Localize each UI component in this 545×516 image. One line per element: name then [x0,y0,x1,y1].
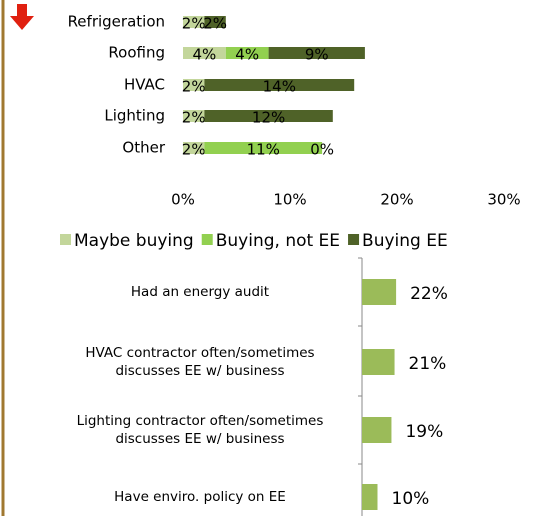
bar-segment [183,79,205,91]
bar-segment [225,47,269,59]
legend-swatch [201,234,213,245]
bar-segment [204,79,355,91]
bar-segment [183,110,205,122]
bar [362,279,397,305]
legend-label: Buying, not EE [216,231,340,251]
data-label: 11% [247,141,280,159]
down-arrow-icon [10,4,34,30]
y-tick-label: Roofing [108,44,165,62]
bar-segment [183,16,205,28]
y-tick-label: Other [122,139,165,157]
y-tick-label: Lighting contractor often/sometimes disc… [76,413,324,447]
data-label: 4% [193,46,217,64]
x-tick-label: 20% [380,191,413,209]
data-label: 2% [203,15,227,33]
data-label: 21% [409,354,447,374]
x-tick-label: 30% [487,191,520,209]
legend-label: Maybe buying [74,231,194,251]
y-tick-label: Refrigeration [68,13,165,31]
data-label: 2% [182,78,206,96]
legend-label: Buying EE [362,231,448,251]
data-label: 12% [252,109,285,127]
y-tick-label: Lighting [104,107,165,125]
bar [362,417,392,443]
data-label: 2% [182,141,206,159]
y-tick-label: Had an energy audit [130,284,270,300]
bar-segment [183,47,226,59]
x-tick-label: 0% [171,191,195,209]
y-tick-label: HVAC contractor often/sometimes discusse… [85,345,315,379]
legend-swatch [348,234,360,245]
data-label: 2% [182,15,206,33]
y-tick-label: Have enviro. policy on EE [114,489,286,505]
bar-segment [204,142,323,154]
bar-segment [268,47,365,59]
data-label: 14% [263,78,296,96]
data-label: 19% [405,422,443,442]
bar-segment [183,142,205,154]
y-tick-label: HVAC [124,76,165,94]
data-label: 10% [392,489,430,509]
data-label: 2% [182,109,206,127]
bar [362,484,378,510]
bar-segment [204,110,333,122]
x-tick-label: 10% [273,191,306,209]
bar-segment [204,16,226,28]
data-label: 0% [310,141,334,159]
bar [362,349,395,375]
data-label: 4% [235,46,259,64]
data-label: 9% [305,46,329,64]
data-label: 22% [410,284,448,304]
legend-swatch [60,234,71,245]
